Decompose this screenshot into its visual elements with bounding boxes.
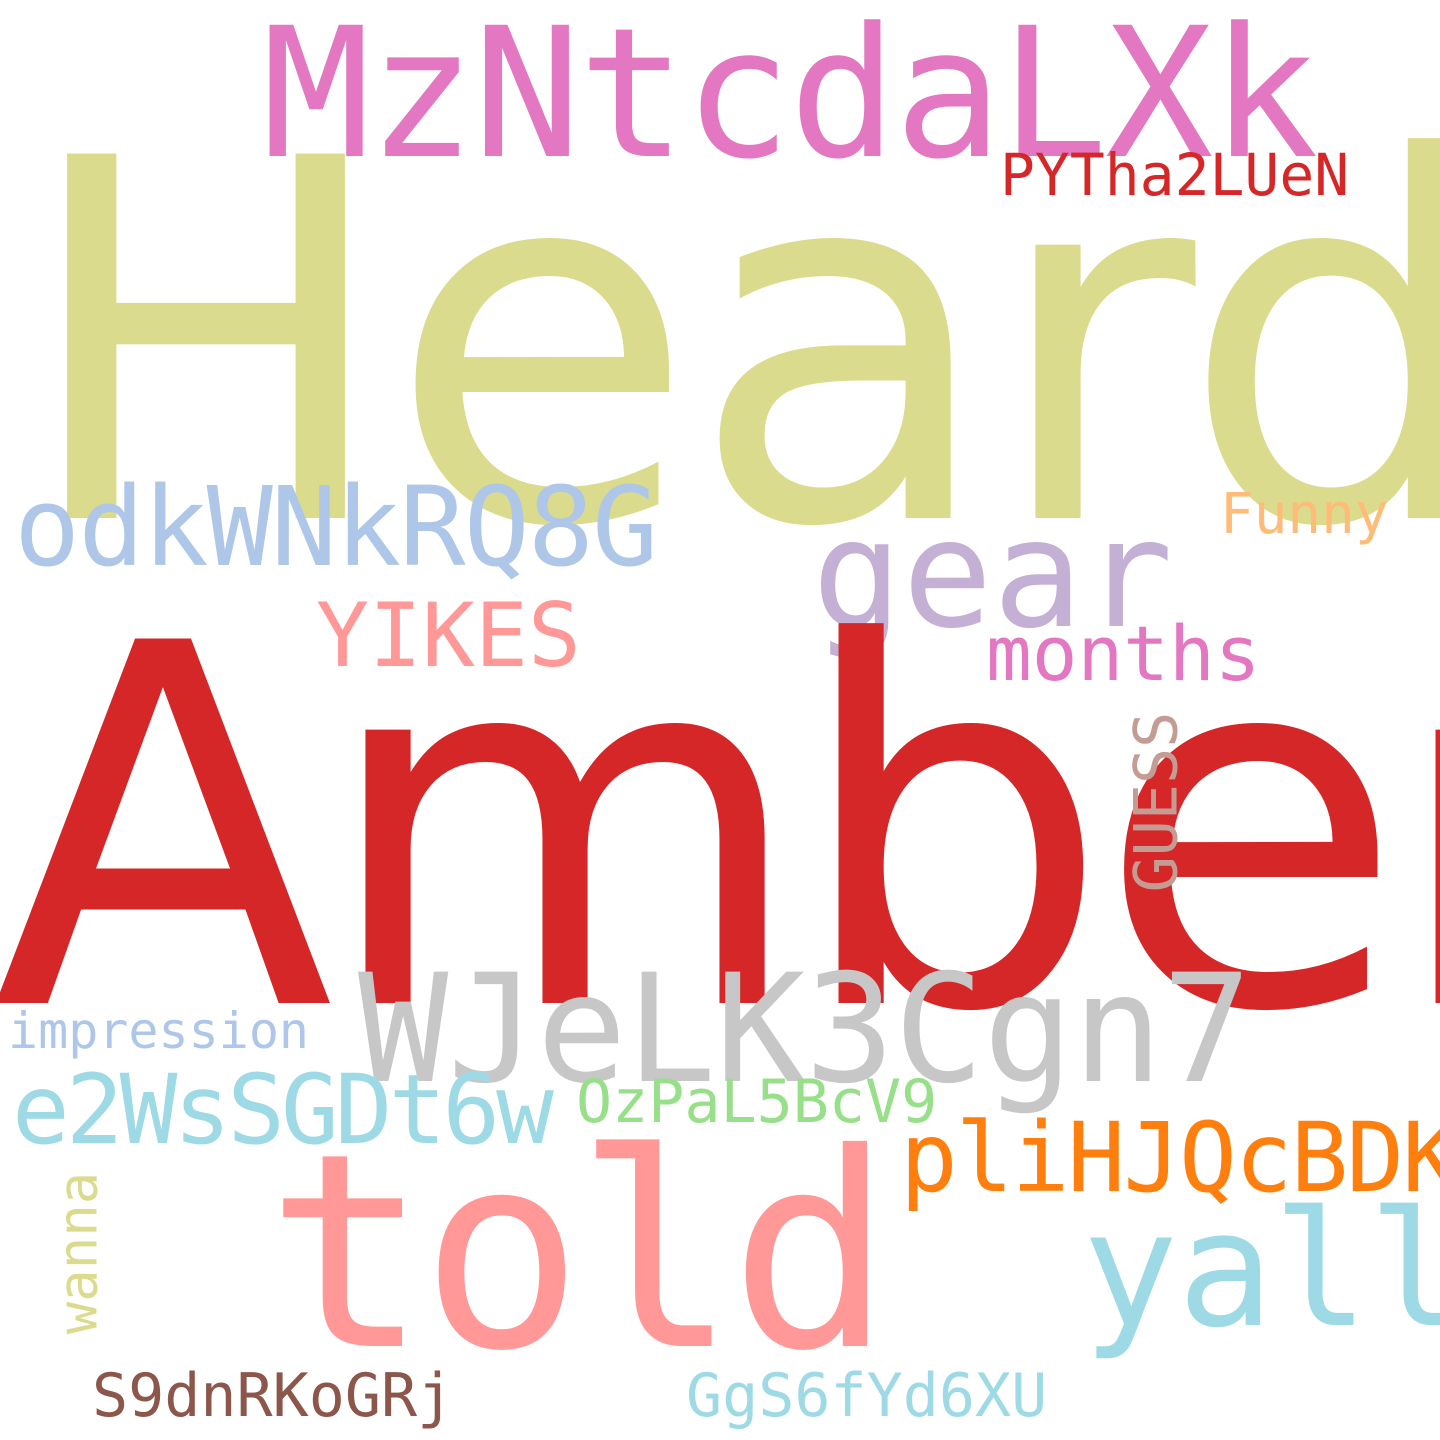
word-heard: Heard [18,54,1440,636]
word-odkwnkrq8g: odkWNkRQ8G [14,463,658,591]
word-s9dnrkogrj: S9dnRKoGRj [92,1361,454,1431]
word-guess: GUESS [1121,711,1192,893]
word-funny: Funny [1220,482,1389,547]
word-gear: gear [812,488,1174,662]
word-ozpal5bcv9: OzPaL5BcV9 [576,1067,938,1137]
word-impression: impression [8,1002,310,1060]
word-ggs6fyd6xu: GgS6fYd6XU [686,1361,1048,1431]
word-told: told [266,1095,892,1410]
word-yikes: YIKES [316,584,581,687]
word-pytha2luen: PYTha2LUeN [1000,141,1350,209]
word-wanna: wanna [46,1171,110,1335]
word-wjelk3cgn7: WJeLK3Cgn7 [358,943,1252,1117]
word-e2wssgdt6w: e2WsSGDt6w [12,1054,554,1166]
word-mzntcdalxk: MzNtcdaLXk [262,0,1319,199]
word-months: months [986,609,1261,698]
word-yall: yall [1082,1176,1440,1363]
word-plihjqcbdk: pliHJQcBDK [900,1102,1440,1214]
word-amber: Amber [0,539,1440,1121]
